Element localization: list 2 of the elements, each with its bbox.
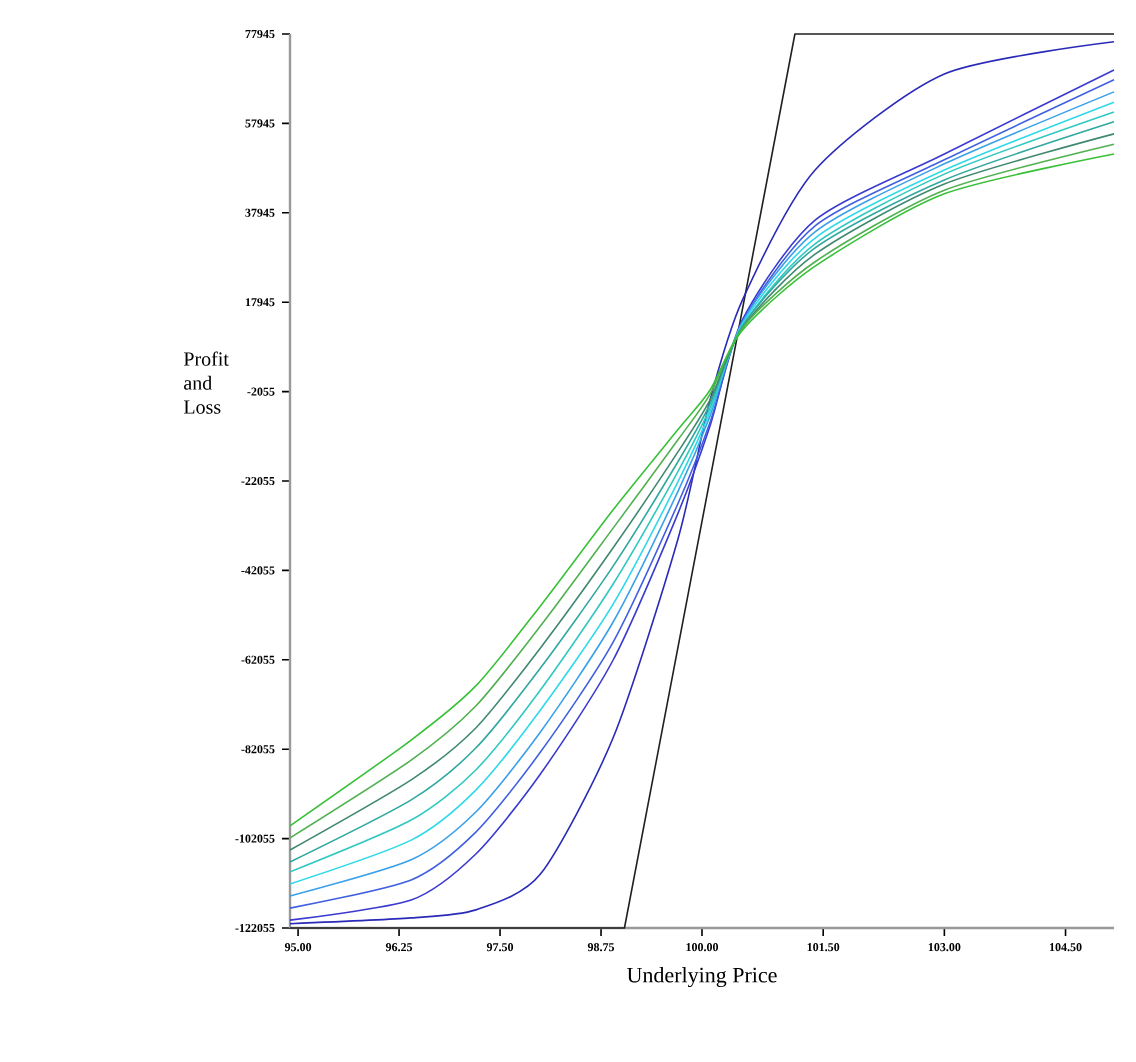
x-axis-title: Underlying Price: [627, 967, 777, 988]
y-axis-title: Profit and Loss: [183, 351, 229, 414]
